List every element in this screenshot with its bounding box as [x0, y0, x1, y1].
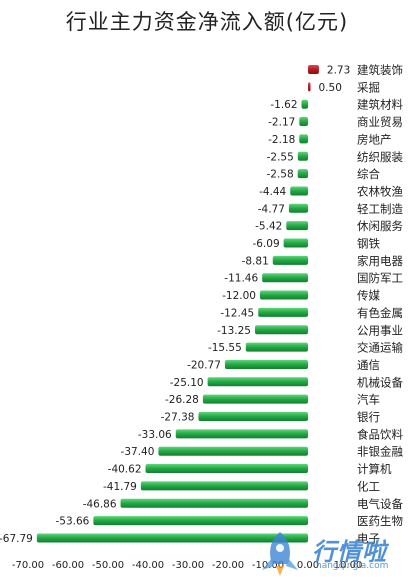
chart-title: 行业主力资金净流入额(亿元) — [65, 10, 349, 34]
data-label-21: -27.38 — [161, 412, 195, 424]
category-label-13: 国防军工 — [357, 271, 403, 285]
category-label-4: 商业贸易 — [357, 115, 403, 129]
data-label-9: -4.77 — [258, 203, 285, 215]
bar-17 — [245, 342, 308, 352]
data-label-11: -6.09 — [252, 238, 279, 250]
data-label-18: -20.77 — [187, 359, 221, 371]
x-tick-label-9: 10.00 — [334, 560, 363, 571]
data-label-6: -2.55 — [267, 151, 294, 163]
data-label-10: -5.42 — [255, 221, 282, 233]
watermark-brand: 行情啦 — [312, 538, 387, 566]
data-label-20: -26.28 — [165, 394, 199, 406]
bar-4 — [299, 117, 308, 127]
bar-8 — [290, 186, 308, 196]
watermark-url: hangqingla.com — [316, 561, 389, 571]
data-label-26: -46.86 — [83, 498, 117, 510]
data-label-3: -1.62 — [270, 99, 297, 111]
category-label-1: 建筑装饰 — [357, 63, 403, 77]
category-label-15: 有色金属 — [357, 306, 403, 320]
category-label-17: 交通运输 — [357, 341, 403, 355]
category-label-25: 化工 — [357, 479, 380, 493]
bar-15 — [258, 307, 308, 317]
bar-11 — [283, 238, 308, 248]
data-label-4: -2.17 — [268, 117, 295, 129]
data-label-19: -25.10 — [170, 377, 204, 389]
category-label-21: 银行 — [357, 410, 380, 424]
bar-5 — [299, 134, 308, 144]
data-label-2: 0.50 — [319, 82, 342, 94]
bar-3 — [301, 99, 308, 109]
category-label-2: 采掘 — [357, 80, 380, 94]
category-label-28: 电子 — [357, 531, 380, 545]
category-label-22: 食品饮料 — [357, 427, 403, 441]
category-label-14: 传媒 — [357, 289, 380, 303]
category-label-3: 建筑材料 — [357, 98, 403, 112]
bar-25 — [140, 481, 308, 491]
data-label-22: -33.06 — [138, 429, 172, 441]
category-label-19: 机械设备 — [357, 375, 403, 389]
category-label-8: 农林牧渔 — [357, 184, 403, 198]
bar-24 — [145, 464, 308, 474]
data-label-8: -4.44 — [259, 186, 286, 198]
category-label-24: 计算机 — [357, 462, 392, 476]
data-label-16: -13.25 — [217, 325, 251, 337]
x-tick-label-8: 0.00 — [297, 560, 319, 571]
category-label-7: 综合 — [357, 167, 380, 181]
category-label-10: 休闲服务 — [357, 219, 403, 233]
category-label-23: 非银金融 — [357, 445, 403, 459]
category-label-16: 公用事业 — [357, 323, 403, 337]
bar-12 — [272, 255, 308, 265]
x-tick-label-4: -40.00 — [132, 560, 164, 571]
bar-18 — [224, 359, 308, 369]
bar-28 — [36, 533, 309, 543]
bar-6 — [297, 151, 308, 161]
x-tick-label-1: -70.00 — [12, 560, 44, 571]
x-tick-label-5: -30.00 — [172, 560, 204, 571]
x-tick-label-2: -60.00 — [52, 560, 84, 571]
category-label-18: 通信 — [357, 358, 380, 372]
bar-22 — [175, 429, 308, 439]
data-label-24: -40.62 — [108, 464, 142, 476]
category-label-5: 房地产 — [357, 132, 392, 146]
bar-7 — [297, 169, 308, 179]
bar-23 — [158, 446, 308, 456]
data-label-25: -41.79 — [103, 481, 137, 493]
data-label-17: -15.55 — [208, 342, 242, 354]
bar-10 — [286, 221, 308, 231]
category-label-20: 汽车 — [357, 393, 380, 407]
data-label-5: -2.18 — [268, 134, 295, 146]
bar-16 — [255, 325, 308, 335]
category-label-27: 医药生物 — [357, 514, 403, 528]
bar-20 — [202, 394, 308, 404]
data-label-13: -11.46 — [224, 273, 258, 285]
data-label-15: -12.45 — [220, 307, 254, 319]
rocket-logo-icon — [262, 532, 298, 576]
category-label-12: 家用电器 — [357, 254, 403, 268]
bar-26 — [120, 498, 308, 508]
bar-14 — [260, 290, 308, 300]
bar-19 — [207, 377, 308, 387]
bar-1 — [308, 65, 319, 74]
category-label-11: 钢铁 — [357, 237, 380, 251]
data-label-28: -67.79 — [0, 533, 33, 545]
data-label-12: -8.81 — [242, 255, 269, 267]
data-label-1: 2.73 — [327, 65, 350, 77]
category-label-6: 纺织服装 — [357, 150, 403, 164]
data-label-7: -2.58 — [267, 169, 294, 181]
x-tick-label-3: -50.00 — [92, 560, 124, 571]
bar-27 — [93, 516, 308, 526]
bar-13 — [262, 273, 308, 283]
category-label-26: 电气设备 — [357, 497, 403, 511]
bar-9 — [288, 203, 308, 213]
data-label-14: -12.00 — [222, 290, 256, 302]
data-label-23: -37.40 — [121, 446, 155, 458]
watermark: 行情啦 hangqingla.com — [250, 528, 410, 578]
category-label-9: 轻工制造 — [357, 202, 403, 216]
bar-2 — [308, 82, 311, 92]
data-label-27: -53.66 — [56, 516, 90, 528]
x-tick-label-6: -20.00 — [212, 560, 244, 571]
bar-21 — [198, 412, 308, 421]
